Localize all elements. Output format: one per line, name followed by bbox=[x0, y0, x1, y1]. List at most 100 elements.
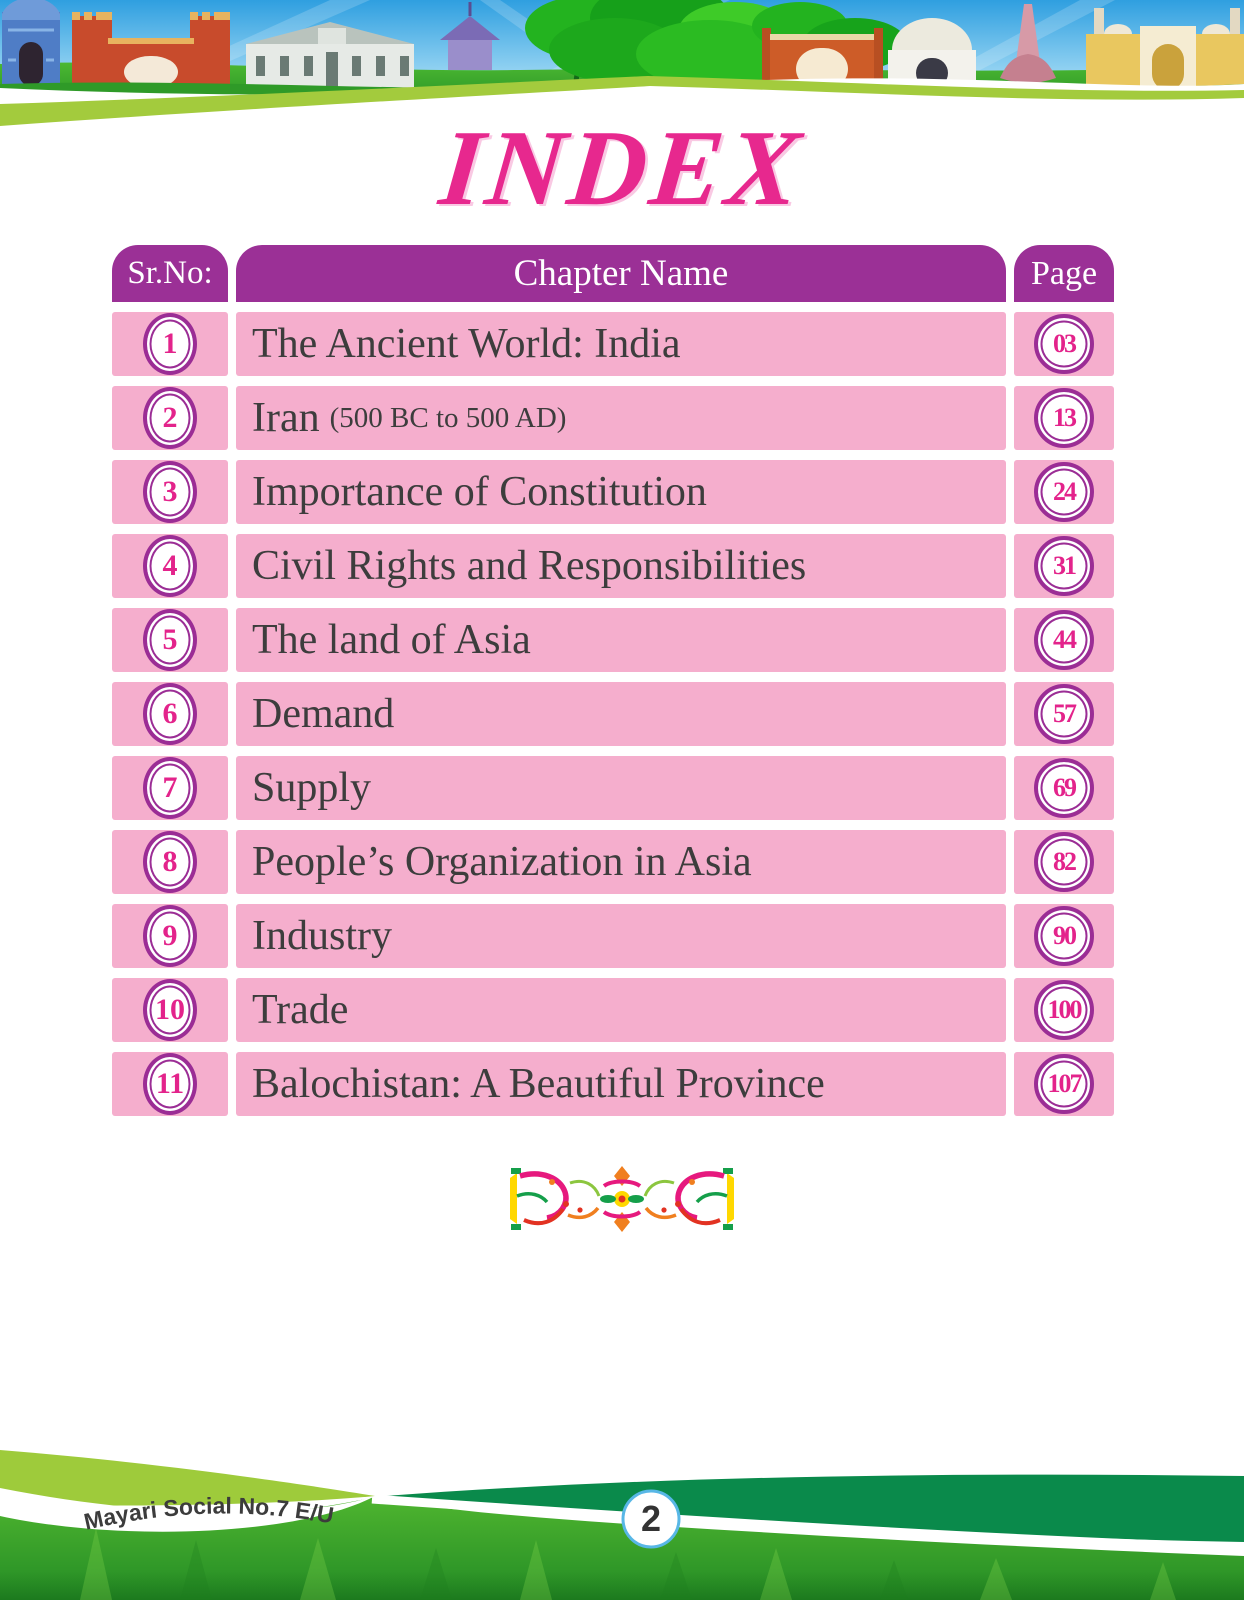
page-number-badge: 44 bbox=[1034, 610, 1094, 670]
page-number-badge: 24 bbox=[1034, 462, 1094, 522]
light-green-footer-wave bbox=[0, 1450, 375, 1506]
sr-number-badge: 10 bbox=[143, 979, 197, 1041]
page-number-badge: 57 bbox=[1034, 684, 1094, 744]
table-row: 6 Demand 57 bbox=[112, 682, 1114, 746]
ornament-center bbox=[600, 1166, 644, 1232]
chapter-name-cell: Importance of Constitution bbox=[236, 460, 1006, 524]
chapter-name-cell: Civil Rights and Responsibilities bbox=[236, 534, 1006, 598]
chapter-suffix: (500 BC to 500 AD) bbox=[329, 401, 567, 434]
sr-no-cell: 9 bbox=[112, 904, 228, 968]
sr-no-cell: 1 bbox=[112, 312, 228, 376]
chapter-name: Balochistan: A Beautiful Province bbox=[252, 1061, 825, 1107]
chapter-name: Iran bbox=[252, 395, 320, 441]
page-cell: 107 bbox=[1014, 1052, 1114, 1116]
page-title: INDEX bbox=[434, 109, 810, 228]
column-header-sr-no: Sr.No: bbox=[112, 245, 228, 302]
colonial-building-illustration bbox=[246, 22, 414, 88]
footer-wave-illustration: Mayari Social No.7 E/U 2 bbox=[0, 1450, 1244, 1600]
index-table-header: Sr.No: Chapter Name Page bbox=[112, 245, 1114, 302]
chapter-name: Trade bbox=[252, 987, 349, 1033]
sr-no-cell: 3 bbox=[112, 460, 228, 524]
sr-no-cell: 11 bbox=[112, 1052, 228, 1116]
chapter-name-cell: Iran (500 BC to 500 AD) bbox=[236, 386, 1006, 450]
footer-page-number: 2 bbox=[641, 1498, 661, 1539]
page-cell: 69 bbox=[1014, 756, 1114, 820]
sr-no-cell: 6 bbox=[112, 682, 228, 746]
sr-number-badge: 1 bbox=[143, 313, 197, 375]
page-cell: 44 bbox=[1014, 608, 1114, 672]
chapter-name-cell: Trade bbox=[236, 978, 1006, 1042]
chapter-name: The Ancient World: India bbox=[252, 321, 681, 367]
grass-shadow-blades bbox=[180, 1540, 908, 1600]
page-number-badge: 107 bbox=[1034, 1054, 1094, 1114]
sr-number-badge: 3 bbox=[143, 461, 197, 523]
page-cell: 90 bbox=[1014, 904, 1114, 968]
chapter-name-cell: The Ancient World: India bbox=[236, 312, 1006, 376]
page-number-badge: 90 bbox=[1034, 906, 1094, 966]
page-cell: 13 bbox=[1014, 386, 1114, 450]
table-row: 7 Supply 69 bbox=[112, 756, 1114, 820]
column-header-chapter-name: Chapter Name bbox=[236, 245, 1006, 302]
page-number-badge: 69 bbox=[1034, 758, 1094, 818]
page-cell: 24 bbox=[1014, 460, 1114, 524]
page-number-badge: 03 bbox=[1034, 314, 1094, 374]
sr-number-badge: 5 bbox=[143, 609, 197, 671]
page-number-circle bbox=[621, 1489, 681, 1549]
yellow-mosque-illustration bbox=[1086, 8, 1244, 90]
chapter-name: Civil Rights and Responsibilities bbox=[252, 543, 807, 589]
table-row: 2 Iran (500 BC to 500 AD) 13 bbox=[112, 386, 1114, 450]
sr-number-badge: 11 bbox=[143, 1053, 197, 1115]
page-cell: 03 bbox=[1014, 312, 1114, 376]
column-header-page: Page bbox=[1014, 245, 1114, 302]
grass-highlight-blades bbox=[80, 1528, 1176, 1600]
ornament-divider bbox=[510, 1166, 734, 1232]
imprint-bubble bbox=[0, 1488, 375, 1532]
chapter-name: Industry bbox=[252, 913, 392, 959]
blue-shrine-illustration bbox=[2, 0, 60, 86]
sr-no-cell: 5 bbox=[112, 608, 228, 672]
pavilion-illustration bbox=[440, 2, 500, 70]
table-row: 3 Importance of Constitution 24 bbox=[112, 460, 1114, 524]
page-number-badge: 82 bbox=[1034, 832, 1094, 892]
sr-number-badge: 9 bbox=[143, 905, 197, 967]
page-cell: 57 bbox=[1014, 682, 1114, 746]
ornament-side bbox=[510, 1168, 601, 1230]
chapter-name-cell: People’s Organization in Asia bbox=[236, 830, 1006, 894]
chapter-name-cell: Balochistan: A Beautiful Province bbox=[236, 1052, 1006, 1116]
page-cell: 100 bbox=[1014, 978, 1114, 1042]
table-row: 10 Trade 100 bbox=[112, 978, 1114, 1042]
chapter-name-cell: Supply bbox=[236, 756, 1006, 820]
chapter-name: The land of Asia bbox=[252, 617, 531, 663]
chapter-name: People’s Organization in Asia bbox=[252, 839, 752, 885]
sr-no-cell: 4 bbox=[112, 534, 228, 598]
chapter-name-cell: Industry bbox=[236, 904, 1006, 968]
dark-green-wave-band bbox=[372, 1474, 1244, 1542]
table-row: 5 The land of Asia 44 bbox=[112, 608, 1114, 672]
sr-number-badge: 4 bbox=[143, 535, 197, 597]
sr-number-badge: 7 bbox=[143, 757, 197, 819]
table-row: 9 Industry 90 bbox=[112, 904, 1114, 968]
sr-no-cell: 7 bbox=[112, 756, 228, 820]
page-cell: 31 bbox=[1014, 534, 1114, 598]
table-row: 8 People’s Organization in Asia 82 bbox=[112, 830, 1114, 894]
index-table-body: 1 The Ancient World: India 03 2 Iran (50… bbox=[112, 312, 1114, 1116]
sr-no-cell: 8 bbox=[112, 830, 228, 894]
chapter-name: Demand bbox=[252, 691, 395, 737]
page-number-badge: 100 bbox=[1034, 980, 1094, 1040]
chapter-name: Importance of Constitution bbox=[252, 469, 707, 515]
sr-number-badge: 6 bbox=[143, 683, 197, 745]
table-row: 11 Balochistan: A Beautiful Province 107 bbox=[112, 1052, 1114, 1116]
minar-tower-illustration bbox=[1000, 4, 1056, 83]
sr-number-badge: 8 bbox=[143, 831, 197, 893]
red-fort-gate-illustration bbox=[72, 12, 230, 88]
sr-no-cell: 10 bbox=[112, 978, 228, 1042]
sr-number-badge: 2 bbox=[143, 387, 197, 449]
sr-no-cell: 2 bbox=[112, 386, 228, 450]
header-banner-illustration bbox=[0, 0, 1244, 140]
table-row: 1 The Ancient World: India 03 bbox=[112, 312, 1114, 376]
table-row: 4 Civil Rights and Responsibilities 31 bbox=[112, 534, 1114, 598]
page-number-badge: 31 bbox=[1034, 536, 1094, 596]
footer-grass bbox=[0, 1497, 1244, 1600]
ornament-side-mirror bbox=[643, 1168, 734, 1230]
